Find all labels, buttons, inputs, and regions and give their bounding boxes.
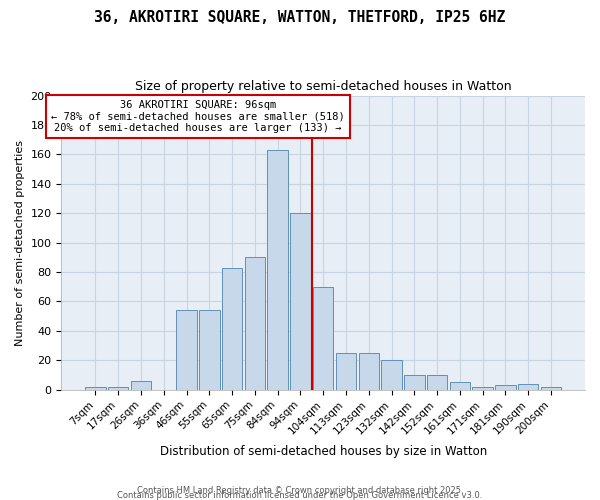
Bar — [472, 386, 493, 390]
Bar — [176, 310, 197, 390]
Text: Contains public sector information licensed under the Open Government Licence v3: Contains public sector information licen… — [118, 490, 482, 500]
Bar — [518, 384, 538, 390]
Bar — [131, 381, 151, 390]
Bar — [108, 386, 128, 390]
Text: 36, AKROTIRI SQUARE, WATTON, THETFORD, IP25 6HZ: 36, AKROTIRI SQUARE, WATTON, THETFORD, I… — [94, 10, 506, 25]
Bar — [427, 375, 448, 390]
X-axis label: Distribution of semi-detached houses by size in Watton: Distribution of semi-detached houses by … — [160, 444, 487, 458]
Bar — [290, 213, 311, 390]
Bar — [449, 382, 470, 390]
Bar — [336, 353, 356, 390]
Bar — [222, 268, 242, 390]
Bar — [85, 386, 106, 390]
Bar — [268, 150, 288, 390]
Bar — [359, 353, 379, 390]
Text: Contains HM Land Registry data © Crown copyright and database right 2025.: Contains HM Land Registry data © Crown c… — [137, 486, 463, 495]
Y-axis label: Number of semi-detached properties: Number of semi-detached properties — [15, 140, 25, 346]
Bar — [381, 360, 402, 390]
Bar — [199, 310, 220, 390]
Bar — [313, 286, 334, 390]
Title: Size of property relative to semi-detached houses in Watton: Size of property relative to semi-detach… — [135, 80, 512, 93]
Bar — [245, 258, 265, 390]
Bar — [541, 386, 561, 390]
Bar — [495, 385, 515, 390]
Bar — [404, 375, 425, 390]
Text: 36 AKROTIRI SQUARE: 96sqm
← 78% of semi-detached houses are smaller (518)
20% of: 36 AKROTIRI SQUARE: 96sqm ← 78% of semi-… — [51, 100, 345, 133]
